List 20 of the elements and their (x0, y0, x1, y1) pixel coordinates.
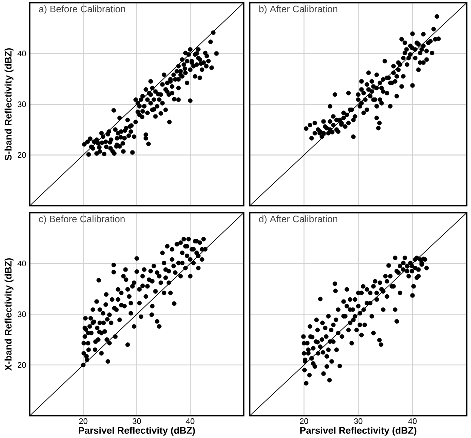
chart-title: c) Before Calibration (39, 216, 125, 224)
x-tick-label: 20 (300, 418, 308, 424)
x-tick-label: 30 (354, 418, 363, 424)
chart-title: a) Before Calibration (39, 6, 126, 14)
chart-title: d) After Calibration (259, 216, 338, 224)
y-tick-label: 40 (18, 50, 26, 57)
y-axis-title: S-band Reflectivity (dBZ) (4, 48, 14, 161)
y-tick-label: 30 (18, 102, 26, 108)
x-tick-label: 40 (408, 418, 417, 424)
x-axis-title: Parsivel Reflectivity (dBZ) (79, 427, 196, 436)
chart-title: b) After Calibration (260, 6, 338, 14)
x-axis-title: Parsivel Reflectivity (dBZ) (300, 427, 417, 436)
y-axis-title: X-band Reflectivity (dBZ) (4, 258, 14, 371)
x-tick-label: 40 (186, 418, 195, 424)
x-tick-label: 30 (132, 418, 142, 424)
y-tick-label: 40 (18, 260, 26, 267)
x-tick-label: 20 (79, 418, 88, 424)
y-tick-label: 20 (18, 152, 26, 158)
y-tick-label: 30 (18, 312, 26, 318)
y-tick-label: 20 (18, 362, 26, 368)
